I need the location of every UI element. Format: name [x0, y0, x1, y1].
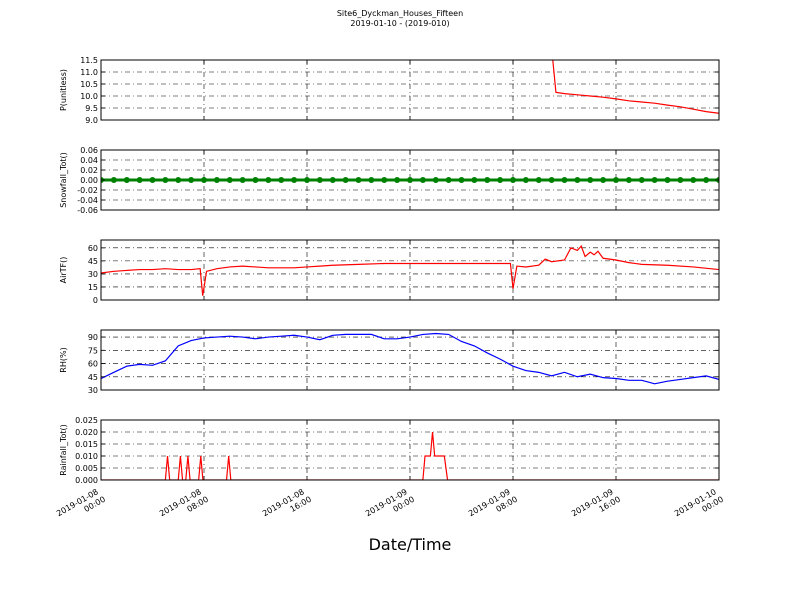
y-tick-label: -0.04	[77, 196, 98, 205]
axes-frame	[100, 149, 720, 211]
data-line	[101, 244, 719, 296]
y-tick-label: -0.02	[77, 186, 98, 195]
data-point	[690, 177, 697, 183]
y-tick-label: 0.02	[80, 166, 98, 175]
data-point	[613, 177, 619, 183]
y-tick-label: 90	[88, 333, 98, 342]
chart-title: Site6_Dyckman_Houses_Fifteen	[337, 9, 463, 18]
data-line	[552, 60, 719, 114]
y-tick-label: 0.020	[75, 428, 98, 437]
data-line	[101, 431, 719, 480]
y-tick-label: 60	[88, 244, 98, 253]
plot-area	[552, 60, 719, 114]
y-tick-label: 0.000	[75, 476, 98, 485]
data-point	[484, 177, 491, 183]
data-point	[510, 177, 516, 183]
y-tick-label: 11.5	[80, 56, 98, 65]
y-tick-label: 45	[88, 257, 98, 266]
data-point	[188, 177, 195, 183]
axes-frame	[100, 59, 720, 121]
y-axis-label: P(unitless)	[59, 69, 68, 111]
data-point	[419, 177, 426, 183]
data-point	[226, 177, 233, 183]
chart-subtitle: 2019-01-10 - (2019-010)	[350, 19, 449, 28]
data-point	[445, 177, 452, 183]
y-tick-label: 0.00	[80, 176, 98, 185]
data-point	[239, 177, 246, 183]
data-point	[278, 177, 285, 183]
data-point	[535, 177, 542, 183]
axes-frame	[100, 419, 720, 481]
plot-area	[101, 244, 719, 296]
data-point	[110, 177, 117, 183]
data-point	[522, 177, 529, 183]
y-axis-label: AirTF()	[59, 257, 68, 284]
data-point	[162, 177, 169, 183]
x-axis-label: Date/Time	[369, 535, 452, 554]
data-point	[252, 177, 259, 183]
data-point	[432, 177, 439, 183]
data-point	[149, 177, 156, 183]
y-tick-label: 10.5	[80, 80, 98, 89]
y-tick-label: 0.010	[75, 452, 98, 461]
data-point	[394, 177, 401, 183]
data-point	[471, 177, 478, 183]
data-point	[213, 177, 220, 183]
data-point	[548, 177, 555, 183]
plot-area	[101, 332, 719, 385]
y-tick-label: 11.0	[80, 68, 98, 77]
y-tick-label: -0.06	[77, 206, 98, 215]
axes-frame	[100, 239, 720, 301]
data-line	[101, 332, 719, 385]
y-axis-label: RH(%)	[59, 347, 68, 372]
y-tick-label: 0.025	[75, 416, 98, 425]
data-point	[703, 177, 710, 183]
data-point	[136, 177, 143, 183]
data-point	[600, 177, 607, 183]
data-point	[304, 177, 310, 183]
y-tick-label: 15	[88, 283, 98, 292]
y-tick-label: 9.5	[85, 104, 98, 113]
y-tick-label: 0	[93, 296, 98, 305]
data-point	[587, 177, 594, 183]
data-point	[201, 177, 207, 183]
data-point	[458, 177, 465, 183]
data-point	[625, 177, 632, 183]
y-tick-label: 75	[88, 346, 98, 355]
y-tick-label: 0.04	[80, 156, 98, 165]
data-point	[497, 177, 504, 183]
data-point	[329, 177, 336, 183]
data-point	[355, 177, 362, 183]
data-point	[651, 177, 658, 183]
data-point	[574, 177, 581, 183]
y-tick-label: 0.015	[75, 440, 98, 449]
data-point	[561, 177, 568, 183]
axes-frame	[100, 329, 720, 391]
data-point	[291, 177, 298, 183]
plot-area	[101, 431, 719, 480]
data-point	[316, 177, 323, 183]
y-tick-label: 0.06	[80, 146, 98, 155]
plot-area	[101, 177, 719, 183]
data-point	[664, 177, 671, 183]
data-point	[407, 177, 413, 183]
y-tick-label: 9.0	[85, 116, 98, 125]
y-tick-label: 45	[88, 373, 98, 382]
y-axis-label: Snowfall_Tot()	[59, 152, 68, 208]
y-tick-label: 30	[88, 386, 98, 395]
y-tick-label: 0.005	[75, 464, 98, 473]
data-point	[265, 177, 272, 183]
data-point	[175, 177, 182, 183]
y-axis-label: Rainfall_Tot()	[59, 424, 68, 476]
data-point	[638, 177, 645, 183]
data-point	[677, 177, 684, 183]
data-point	[368, 177, 375, 183]
data-point	[381, 177, 388, 183]
y-tick-label: 30	[88, 270, 98, 279]
y-tick-label: 10.0	[80, 92, 98, 101]
data-point	[342, 177, 349, 183]
y-tick-label: 60	[88, 360, 98, 369]
data-point	[123, 177, 130, 183]
